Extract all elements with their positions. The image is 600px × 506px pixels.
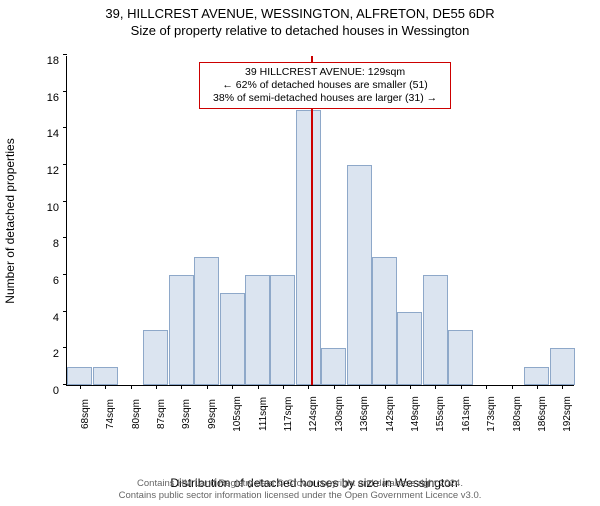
x-tick-label: 74sqm bbox=[105, 399, 116, 429]
x-tick-mark bbox=[181, 385, 182, 389]
x-tick-mark bbox=[80, 385, 81, 389]
chart-subtitle: Size of property relative to detached ho… bbox=[0, 23, 600, 38]
y-tick-label: 18 bbox=[37, 55, 59, 67]
histogram-bar bbox=[143, 330, 168, 385]
x-tick-mark bbox=[131, 385, 132, 389]
annotation-line-2: ← 62% of detached houses are smaller (51… bbox=[206, 79, 444, 92]
y-tick-mark bbox=[63, 54, 67, 55]
y-tick-label: 4 bbox=[37, 312, 59, 324]
x-tick-label: 105sqm bbox=[232, 396, 243, 432]
x-tick-label: 93sqm bbox=[181, 399, 192, 429]
x-tick-mark bbox=[435, 385, 436, 389]
x-tick-label: 130sqm bbox=[334, 396, 345, 432]
y-tick-label: 0 bbox=[37, 385, 59, 397]
histogram-bar bbox=[245, 275, 270, 385]
y-tick-label: 12 bbox=[37, 165, 59, 177]
histogram-bar bbox=[423, 275, 448, 385]
y-tick-mark bbox=[63, 237, 67, 238]
x-tick-label: 117sqm bbox=[283, 397, 294, 432]
x-tick-mark bbox=[486, 385, 487, 389]
histogram-bar bbox=[397, 312, 422, 385]
x-tick-mark bbox=[512, 385, 513, 389]
histogram-bar bbox=[194, 257, 219, 385]
histogram-bar bbox=[372, 257, 397, 385]
footer-line-2: Contains public sector information licen… bbox=[0, 490, 600, 502]
y-tick-label: 2 bbox=[37, 348, 59, 360]
y-axis-label: Number of detached properties bbox=[3, 138, 17, 303]
histogram-bar bbox=[169, 275, 194, 385]
x-tick-mark bbox=[410, 385, 411, 389]
chart-address-title: 39, HILLCREST AVENUE, WESSINGTON, ALFRET… bbox=[0, 6, 600, 21]
x-tick-mark bbox=[308, 385, 309, 389]
x-tick-label: 124sqm bbox=[308, 396, 319, 432]
x-tick-mark bbox=[283, 385, 284, 389]
annotation-line-3: 38% of semi-detached houses are larger (… bbox=[206, 92, 444, 105]
histogram-bar bbox=[347, 165, 372, 385]
histogram-bar bbox=[448, 330, 473, 385]
annotation-box: 39 HILLCREST AVENUE: 129sqm← 62% of deta… bbox=[199, 62, 451, 109]
x-tick-label: 111sqm bbox=[258, 397, 269, 431]
x-tick-label: 68sqm bbox=[80, 399, 91, 429]
y-tick-label: 16 bbox=[37, 92, 59, 104]
histogram-bar bbox=[270, 275, 295, 385]
y-tick-mark bbox=[63, 311, 67, 312]
x-tick-mark bbox=[537, 385, 538, 389]
chart-container: Number of detached properties 0246810121… bbox=[54, 56, 574, 426]
x-tick-mark bbox=[156, 385, 157, 389]
y-tick-label: 6 bbox=[37, 275, 59, 287]
x-tick-label: 161sqm bbox=[461, 396, 472, 432]
histogram-bar bbox=[67, 367, 92, 385]
y-tick-mark bbox=[63, 347, 67, 348]
x-tick-mark bbox=[359, 385, 360, 389]
histogram-bar bbox=[550, 348, 575, 385]
plot-area: 02468101214161868sqm74sqm80sqm87sqm93sqm… bbox=[66, 56, 574, 386]
histogram-bar bbox=[524, 367, 549, 385]
x-tick-mark bbox=[258, 385, 259, 389]
annotation-line-1: 39 HILLCREST AVENUE: 129sqm bbox=[206, 66, 444, 79]
y-tick-label: 10 bbox=[37, 202, 59, 214]
y-tick-label: 8 bbox=[37, 238, 59, 250]
x-tick-mark bbox=[562, 385, 563, 389]
x-tick-label: 87sqm bbox=[156, 399, 167, 429]
x-tick-label: 192sqm bbox=[562, 396, 573, 432]
histogram-bar bbox=[296, 110, 321, 385]
attribution-footer: Contains HM Land Registry data © Crown c… bbox=[0, 478, 600, 502]
x-tick-mark bbox=[461, 385, 462, 389]
histogram-bar bbox=[93, 367, 118, 385]
x-tick-label: 180sqm bbox=[512, 396, 523, 432]
x-tick-label: 173sqm bbox=[486, 396, 497, 432]
x-tick-mark bbox=[385, 385, 386, 389]
y-tick-mark bbox=[63, 127, 67, 128]
x-tick-label: 142sqm bbox=[385, 396, 396, 432]
y-tick-mark bbox=[63, 201, 67, 202]
x-tick-mark bbox=[105, 385, 106, 389]
y-tick-label: 14 bbox=[37, 128, 59, 140]
histogram-bar bbox=[321, 348, 346, 385]
x-tick-label: 136sqm bbox=[359, 396, 370, 432]
y-tick-mark bbox=[63, 274, 67, 275]
x-tick-label: 99sqm bbox=[207, 399, 218, 429]
x-tick-label: 155sqm bbox=[435, 396, 446, 432]
x-tick-label: 186sqm bbox=[537, 396, 548, 432]
x-tick-label: 80sqm bbox=[131, 399, 142, 429]
x-tick-mark bbox=[232, 385, 233, 389]
y-tick-mark bbox=[63, 164, 67, 165]
histogram-bar bbox=[220, 293, 245, 385]
y-tick-mark bbox=[63, 91, 67, 92]
x-tick-label: 149sqm bbox=[410, 396, 421, 432]
x-tick-mark bbox=[334, 385, 335, 389]
x-tick-mark bbox=[207, 385, 208, 389]
footer-line-1: Contains HM Land Registry data © Crown c… bbox=[0, 478, 600, 490]
